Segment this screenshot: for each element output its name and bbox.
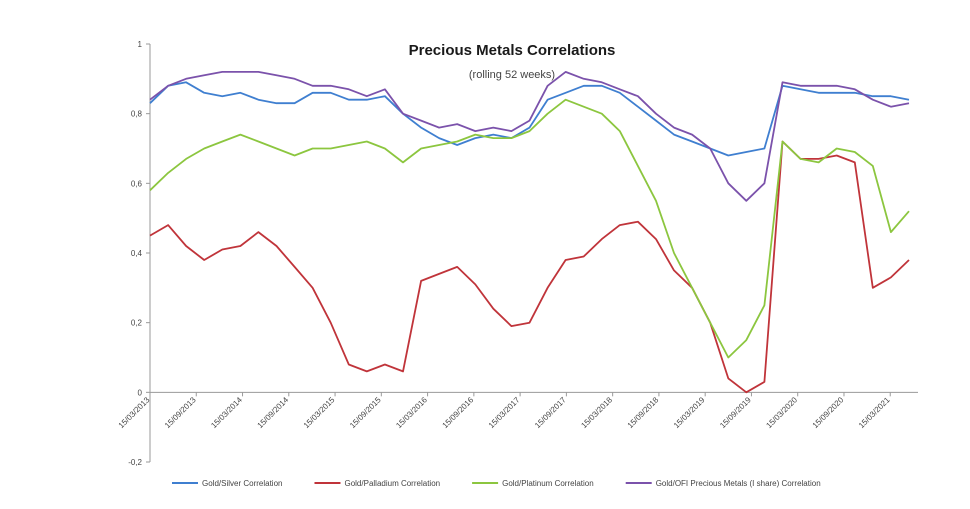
- legend-label-4: Gold/OFI Precious Metals (I share) Corre…: [656, 479, 821, 488]
- x-tick-label: 15/03/2018: [579, 395, 614, 430]
- x-tick-label: 15/09/2017: [533, 395, 568, 430]
- x-tick-label: 15/03/2015: [302, 395, 337, 430]
- chart-title: Precious Metals Correlations: [409, 42, 616, 59]
- series-line-2: [149, 140, 910, 394]
- y-tick-label: 0,6: [131, 179, 143, 188]
- x-tick-label: 15/03/2013: [117, 395, 152, 430]
- x-tick-label: 15/03/2014: [209, 395, 244, 430]
- x-tick-label: 15/03/2019: [672, 395, 707, 430]
- y-tick-label: 0,2: [131, 319, 143, 328]
- x-tick-label: 15/03/2016: [394, 395, 429, 430]
- series-line-3: [149, 98, 910, 359]
- x-tick-label: 15/03/2021: [857, 395, 892, 430]
- x-tick-label: 15/03/2017: [487, 395, 522, 430]
- x-tick-label: 15/09/2014: [256, 395, 291, 430]
- axes-layer: 1 0,8 0,6 0,4 0,2 0 -0,2 15/03/2013 15/09/2013 15…: [117, 40, 918, 467]
- legend: Gold/Silver Correlation Gold/Palladium Co…: [172, 479, 821, 488]
- y-tick-label: 1: [138, 40, 143, 49]
- y-tick-label: 0: [138, 388, 143, 397]
- x-tick-label: 15/09/2013: [163, 395, 198, 430]
- x-tick-label: 15/09/2015: [348, 395, 383, 430]
- x-tick-label: 15/09/2020: [811, 395, 846, 430]
- legend-label-1: Gold/Silver Correlation: [202, 479, 282, 488]
- y-tick-label: 0,8: [131, 110, 143, 119]
- chart-subtitle: (rolling 52 weeks): [469, 69, 555, 81]
- x-tick-label: 15/09/2016: [441, 395, 476, 430]
- x-tick-label: 15/03/2020: [764, 395, 799, 430]
- legend-label-3: Gold/Platinum Correlation: [502, 479, 594, 488]
- x-tick-label: 15/09/2018: [626, 395, 661, 430]
- y-tick-label: 0,4: [131, 249, 143, 258]
- series-layer: [149, 71, 910, 394]
- series-line-4: [149, 71, 910, 202]
- x-tick-label: 15/09/2019: [718, 395, 753, 430]
- legend-label-2: Gold/Palladium Correlation: [344, 479, 440, 488]
- y-tick-label: -0,2: [128, 458, 142, 467]
